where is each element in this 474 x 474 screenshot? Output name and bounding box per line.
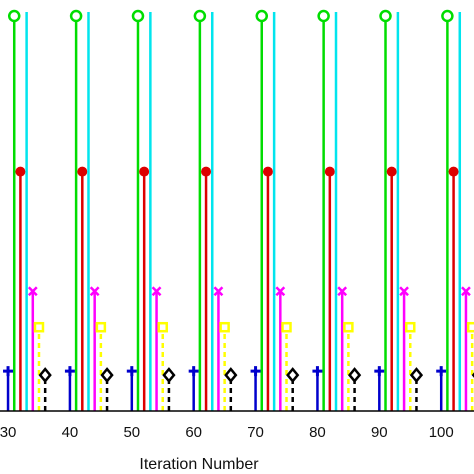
stem-marker-diamond xyxy=(100,367,114,384)
stem-series-6 xyxy=(33,321,474,411)
stem-series-4 xyxy=(25,12,462,411)
stem-marker-plus xyxy=(3,366,14,377)
stem-series-1 xyxy=(3,366,447,411)
stem-marker-x xyxy=(151,286,162,297)
stem-marker-x xyxy=(89,286,100,297)
stem-marker-diamond xyxy=(224,367,238,384)
stem-marker-circle xyxy=(255,9,269,23)
stem-marker-x xyxy=(213,286,224,297)
stem-marker-x xyxy=(337,286,348,297)
stem-series-2 xyxy=(7,9,454,411)
x-axis-label: Iteration Number xyxy=(139,456,259,473)
x-tick-label: 90 xyxy=(371,424,388,441)
stem-marker-x xyxy=(275,286,286,297)
x-tick-label: 40 xyxy=(62,424,79,441)
stem-marker-square xyxy=(281,321,292,333)
x-tick-label: 50 xyxy=(123,424,140,441)
stem-marker-circle xyxy=(317,9,330,23)
x-tick-label: 70 xyxy=(247,424,264,441)
stem-marker-circle xyxy=(379,9,392,23)
stem-marker-circle xyxy=(131,9,145,23)
stem-marker-diamond xyxy=(162,367,176,384)
stem-series-layer xyxy=(3,9,474,411)
stem-marker-plus xyxy=(64,366,75,377)
stem-marker-circle xyxy=(441,9,454,23)
stem-marker-diamond xyxy=(38,367,52,384)
stem-marker-square xyxy=(405,321,416,333)
stem-marker-circle xyxy=(69,9,83,23)
stem-marker-plus xyxy=(374,366,385,377)
stem-marker-dot xyxy=(262,166,273,177)
stem-marker-dot xyxy=(324,166,335,177)
x-tick-label: 80 xyxy=(309,424,326,441)
stem-marker-circle xyxy=(193,9,207,23)
stem-marker-diamond xyxy=(409,367,424,384)
stem-marker-dot xyxy=(139,166,150,177)
stem-marker-square xyxy=(219,321,230,333)
stem-marker-plus xyxy=(436,366,447,377)
stem-marker-plus xyxy=(126,366,137,377)
x-tick-layer: 30 40 50 60 70 80 90 100 xyxy=(0,424,454,441)
stem-marker-x xyxy=(399,286,409,297)
stem-marker-diamond xyxy=(286,367,300,384)
stem-marker-x xyxy=(27,286,38,297)
stem-marker-square xyxy=(343,321,354,333)
stem-marker-dot xyxy=(386,166,397,177)
stem-marker-square xyxy=(157,321,168,333)
x-tick-label: 30 xyxy=(0,424,16,441)
stem-marker-diamond xyxy=(347,367,362,384)
stem-marker-plus xyxy=(312,366,323,377)
stem-series-7 xyxy=(38,367,474,411)
x-tick-label: 60 xyxy=(185,424,202,441)
stem-marker-dot xyxy=(201,166,212,177)
stem-series-3 xyxy=(15,166,459,411)
stem-marker-x xyxy=(461,286,471,297)
stem-marker-plus xyxy=(188,366,199,377)
x-tick-label: 100 xyxy=(429,424,454,441)
stem-marker-dot xyxy=(77,166,88,177)
stem-series-5 xyxy=(27,286,471,411)
stem-marker-plus xyxy=(250,366,261,377)
stem-marker-square xyxy=(95,321,107,333)
stem-marker-dot xyxy=(15,166,26,177)
stem-marker-circle xyxy=(7,9,21,23)
stem-marker-square xyxy=(33,321,45,333)
stem-marker-square xyxy=(466,321,474,333)
stem-marker-dot xyxy=(448,166,459,177)
